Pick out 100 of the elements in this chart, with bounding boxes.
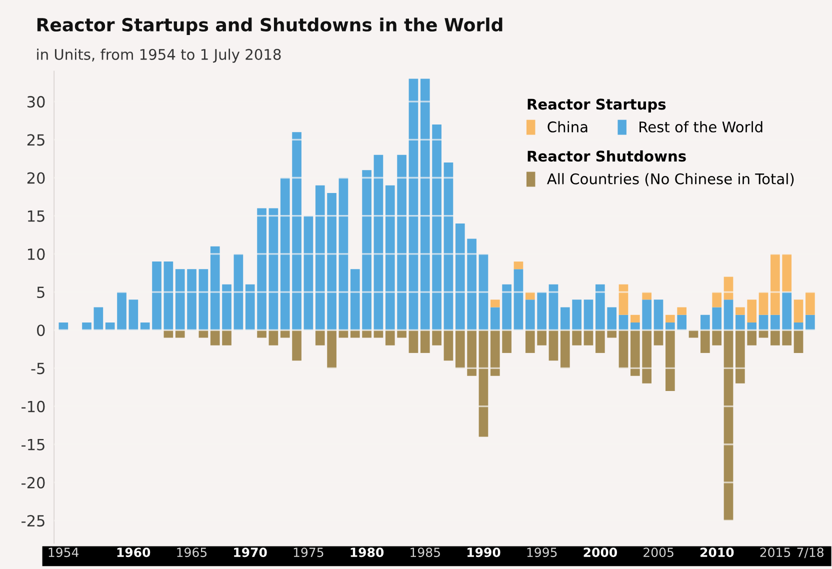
bar xyxy=(350,269,360,330)
bar xyxy=(700,314,710,330)
bar xyxy=(770,254,780,315)
bar xyxy=(490,307,500,330)
bar xyxy=(292,132,302,330)
bar xyxy=(572,300,582,330)
bar xyxy=(677,307,686,315)
x-tick-label: 1995 xyxy=(527,548,557,558)
bar xyxy=(502,284,512,330)
bar xyxy=(782,292,792,330)
bar xyxy=(432,330,442,346)
bar xyxy=(618,330,628,368)
bar xyxy=(806,314,815,330)
bar xyxy=(338,178,348,330)
legend-label: Rest of the World xyxy=(640,121,762,132)
y-tick-label: 15 xyxy=(28,210,44,222)
bar xyxy=(198,269,208,330)
bar xyxy=(490,330,500,376)
chart-subtitle: in Units, from 1954 to 1 July 2018 xyxy=(37,48,281,63)
bar xyxy=(584,330,594,346)
bar xyxy=(758,292,768,315)
bar xyxy=(315,185,325,330)
bar xyxy=(642,330,652,384)
bar xyxy=(478,330,488,437)
bar xyxy=(105,322,115,330)
bar xyxy=(747,322,757,330)
bar xyxy=(666,322,675,330)
bar xyxy=(327,193,336,330)
y-tick-label: -10 xyxy=(22,400,45,412)
bar xyxy=(770,330,780,346)
bar xyxy=(397,154,406,330)
bar xyxy=(525,300,535,330)
y-tick-label: 30 xyxy=(27,96,45,108)
bar xyxy=(537,330,546,346)
bar xyxy=(467,330,476,376)
y-tick-label: -15 xyxy=(22,439,44,450)
bar xyxy=(140,322,150,330)
y-tick-label: 10 xyxy=(28,248,45,260)
bar xyxy=(210,246,220,330)
x-tick-label: 1970 xyxy=(234,548,267,558)
bar xyxy=(654,300,664,330)
bar xyxy=(747,300,757,322)
bar xyxy=(502,330,512,353)
bar xyxy=(210,330,220,346)
y-tick-label: 0 xyxy=(37,324,45,336)
bar xyxy=(374,154,384,330)
bar xyxy=(700,330,710,353)
x-tick-label: 2015 xyxy=(760,548,790,558)
bar xyxy=(444,330,454,361)
bar xyxy=(618,284,628,315)
bar xyxy=(607,307,616,330)
x-tick-label: 1975 xyxy=(294,548,324,558)
bar xyxy=(724,330,734,521)
bar xyxy=(736,314,745,330)
bar xyxy=(806,292,815,315)
bar xyxy=(280,178,290,330)
bar xyxy=(514,269,524,330)
bar xyxy=(630,330,640,376)
bar xyxy=(455,330,465,368)
bar xyxy=(758,314,768,330)
bar xyxy=(794,300,804,322)
bar xyxy=(747,330,757,346)
x-tick-label: 1980 xyxy=(350,548,384,558)
bar xyxy=(245,284,255,330)
bar xyxy=(128,300,138,330)
bar xyxy=(618,314,628,330)
bar xyxy=(782,254,792,292)
annotation: Reactor Shutdowns xyxy=(528,150,686,162)
bar xyxy=(268,208,278,330)
x-tick-label: 1954 xyxy=(48,548,79,558)
bar xyxy=(82,322,92,330)
bar xyxy=(724,300,734,330)
bar xyxy=(467,238,476,330)
chart-title: Reactor Startups and Shutdowns in the World xyxy=(37,18,502,36)
bar xyxy=(548,330,558,361)
bar xyxy=(794,330,804,353)
bar xyxy=(164,262,174,330)
bar xyxy=(117,292,126,330)
bar xyxy=(736,330,745,384)
legend-label: All Countries (No Chinese in Total) xyxy=(547,173,794,186)
bar xyxy=(444,162,454,330)
bar xyxy=(548,284,558,330)
bar xyxy=(642,300,652,330)
bar xyxy=(222,330,232,346)
bar xyxy=(560,307,570,330)
bar xyxy=(537,292,546,330)
x-tick-label: 1960 xyxy=(117,548,150,558)
bar xyxy=(152,262,162,330)
bar xyxy=(525,330,535,353)
x-tick-label: 1990 xyxy=(468,548,500,558)
bar xyxy=(770,314,780,330)
bar xyxy=(712,330,722,346)
bar xyxy=(595,330,605,353)
bar xyxy=(58,322,68,330)
bar xyxy=(234,254,244,330)
x-tick-label: 1965 xyxy=(177,548,207,558)
y-tick-label: 20 xyxy=(27,172,45,184)
bar xyxy=(408,78,418,330)
bar xyxy=(175,269,185,330)
bar xyxy=(712,292,722,308)
